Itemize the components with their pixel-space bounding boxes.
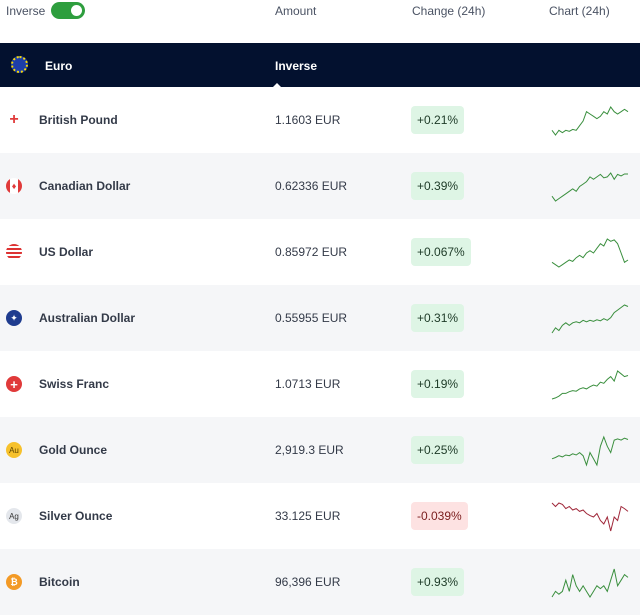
ca-flag-icon: ♦ (6, 178, 22, 194)
sparkline-line (551, 106, 629, 136)
currency-name[interactable]: US Dollar (39, 245, 94, 259)
sparkline-line (551, 435, 629, 467)
currency-name[interactable]: Australian Dollar (39, 311, 136, 325)
currency-row[interactable]: Ag Silver Ounce 33.125 EUR -0.039% (0, 483, 640, 549)
sparkline-chart (551, 172, 628, 202)
sparkline-chart (551, 568, 629, 598)
currency-name[interactable]: Swiss Franc (39, 377, 110, 391)
currency-name[interactable]: British Pound (39, 113, 118, 127)
sparkline-line (551, 304, 629, 334)
currency-name[interactable]: Bitcoin (39, 575, 80, 589)
change-badge: +0.25% (411, 436, 465, 464)
currency-row[interactable]: US Dollar 0.85972 EUR +0.067% (0, 219, 640, 285)
currency-name[interactable]: Gold Ounce (39, 443, 108, 457)
eu-flag-icon (11, 56, 28, 73)
sparkline-chart (551, 370, 629, 400)
inverse-toggle[interactable] (51, 2, 85, 19)
currency-row[interactable]: Au Gold Ounce 2,919.3 EUR +0.25% (0, 417, 640, 483)
change-badge: +0.39% (411, 172, 465, 200)
currency-row[interactable]: + British Pound 1.1603 EUR +0.21% (0, 87, 640, 153)
currency-amount: 1.0713 EUR (275, 377, 341, 391)
silver-icon: Ag (6, 508, 22, 524)
sparkline-line (551, 370, 629, 400)
sparkline-line (551, 238, 629, 268)
currency-row[interactable]: + Swiss Franc 1.0713 EUR +0.19% (0, 351, 640, 417)
currency-row[interactable]: ♦ Canadian Dollar 0.62336 EUR +0.39% (0, 153, 640, 219)
change-badge: +0.93% (411, 568, 465, 596)
chart-column-header[interactable]: Chart (24h) (549, 4, 610, 18)
us-flag-icon (6, 244, 22, 260)
sparkline-line (551, 502, 629, 532)
ch-flag-icon: + (6, 376, 22, 392)
currency-amount: 1.1603 EUR (275, 113, 341, 127)
currency-amount: 2,919.3 EUR (275, 443, 344, 457)
base-column-label: Inverse (275, 59, 318, 73)
currency-row[interactable]: ₿ Bitcoin 96,396 EUR +0.93% (0, 549, 640, 615)
currency-name[interactable]: Silver Ounce (39, 509, 113, 523)
currency-amount: 96,396 EUR (275, 575, 341, 589)
gold-icon: Au (6, 442, 22, 458)
sparkline-chart (551, 238, 629, 268)
sparkline-line (551, 568, 629, 598)
currency-amount: 0.85972 EUR (275, 245, 348, 259)
base-currency-name: Euro (45, 59, 73, 73)
change-badge: +0.19% (411, 370, 465, 398)
column-header-bar: Inverse Amount Change (24h) Chart (24h) (0, 0, 640, 43)
sparkline-chart (551, 435, 629, 467)
currency-row[interactable]: ✦ Australian Dollar 0.55955 EUR +0.31% (0, 285, 640, 351)
currency-amount: 33.125 EUR (275, 509, 341, 523)
currency-amount: 0.62336 EUR (275, 179, 348, 193)
amount-column-header[interactable]: Amount (275, 4, 317, 18)
sparkline-line (551, 172, 628, 202)
btc-icon: ₿ (6, 574, 22, 590)
change-badge: +0.067% (411, 238, 471, 266)
change-column-header[interactable]: Change (24h) (412, 4, 486, 18)
inverse-label: Inverse (6, 4, 46, 18)
sparkline-chart (551, 304, 629, 334)
au-flag-icon: ✦ (6, 310, 22, 326)
sparkline-chart (551, 106, 629, 136)
caret-icon (272, 83, 282, 88)
currency-amount: 0.55955 EUR (275, 311, 348, 325)
change-badge: +0.21% (411, 106, 465, 134)
currency-name[interactable]: Canadian Dollar (39, 179, 131, 193)
change-badge: -0.039% (411, 502, 468, 530)
uk-flag-icon: + (6, 112, 22, 128)
change-badge: +0.31% (411, 304, 465, 332)
sparkline-chart (551, 502, 629, 532)
base-currency-row: Euro Inverse (0, 43, 640, 88)
